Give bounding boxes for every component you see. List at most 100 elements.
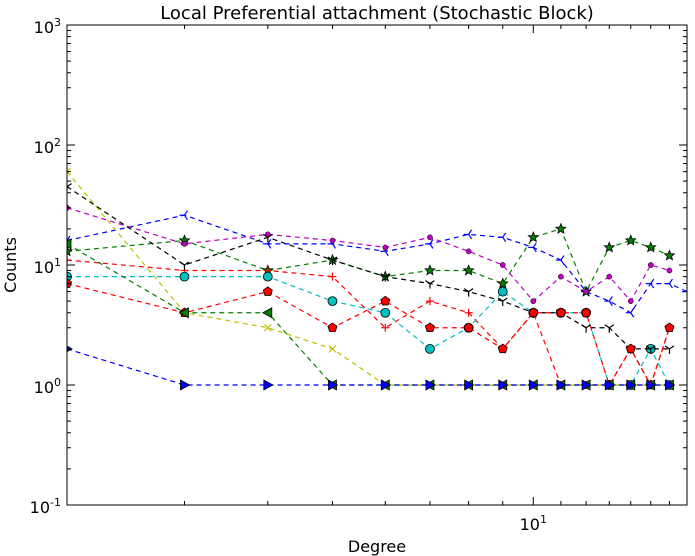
data-point-marker (424, 239, 434, 249)
data-point-marker (327, 296, 338, 307)
data-point-marker (425, 297, 434, 306)
data-point-marker (644, 241, 657, 253)
data-point-marker (558, 273, 564, 280)
data-point-marker (423, 264, 436, 276)
data-point-marker (262, 239, 272, 249)
data-point-marker (625, 343, 636, 354)
y-tick-label: 101 (34, 256, 61, 277)
y-tick-label: 100 (34, 376, 61, 397)
data-point-marker (327, 322, 338, 333)
plot-area-frame (66, 24, 688, 506)
data-point-marker (464, 379, 475, 391)
data-point-marker (583, 288, 589, 295)
data-point-marker (329, 237, 336, 244)
data-point-marker (645, 278, 655, 289)
data-point-marker (499, 262, 506, 268)
tick-labels: 10-1 100 101 102 103 101 (30, 16, 547, 534)
data-point-marker (528, 242, 537, 253)
data-point-marker (604, 296, 613, 306)
series-line (67, 214, 687, 314)
data-point-marker (427, 234, 433, 241)
data-point-marker (327, 256, 338, 266)
data-point-marker (528, 307, 539, 318)
data-point-marker (380, 307, 391, 318)
data-point-marker (382, 244, 389, 251)
data-point-marker (530, 298, 537, 304)
series-line (67, 228, 670, 294)
data-point-marker (67, 256, 71, 265)
data-point-marker (181, 241, 188, 247)
y-tick-label: 10-1 (30, 496, 61, 517)
series-group (67, 345, 676, 391)
data-point-marker (555, 255, 565, 265)
data-point-marker (627, 298, 634, 304)
data-point-marker (67, 238, 72, 250)
series-group (67, 210, 687, 318)
y-axis-label: Counts (1, 237, 20, 293)
data-point-marker (381, 323, 390, 332)
data-point-marker (425, 343, 435, 354)
data-point-marker (179, 210, 188, 221)
data-point-marker (665, 379, 676, 391)
data-point-marker (497, 343, 508, 354)
data-point-marker (606, 273, 613, 280)
data-point-marker (179, 261, 190, 270)
data-point-marker (180, 379, 191, 391)
data-point-marker (664, 278, 673, 289)
data-point-marker (328, 344, 337, 353)
data-point-marker (645, 345, 656, 354)
data-point-marker (554, 222, 567, 234)
data-point-marker (465, 248, 472, 255)
data-point-marker (497, 297, 508, 307)
data-point-marker (261, 307, 273, 319)
data-point-marker (425, 280, 435, 289)
data-point-marker (555, 307, 566, 318)
data-point-marker (462, 264, 475, 276)
data-point-marker (581, 307, 592, 318)
data-point-marker (581, 324, 591, 333)
data-point-marker (262, 286, 273, 296)
data-point-marker (424, 322, 435, 333)
data-point-marker (625, 307, 635, 318)
data-point-marker (604, 324, 615, 333)
data-point-marker (556, 379, 567, 391)
data-point-marker (663, 249, 676, 261)
data-point-marker (664, 345, 675, 354)
y-tick-label: 102 (34, 136, 61, 157)
data-point-marker (647, 262, 654, 268)
data-point-marker (528, 379, 540, 391)
y-tick-label: 103 (34, 16, 61, 37)
data-point-marker (380, 295, 391, 306)
data-point-marker (425, 379, 436, 391)
data-point-marker (262, 233, 273, 243)
data-point-marker (603, 241, 616, 253)
data-point-marker (380, 273, 391, 282)
data-point-marker (67, 245, 73, 257)
series-line (67, 207, 670, 303)
data-point-marker (497, 232, 507, 243)
data-point-marker (666, 267, 673, 274)
data-point-marker (646, 379, 657, 391)
data-point-marker (328, 272, 337, 281)
data-point-marker (178, 307, 189, 319)
data-point-marker (527, 231, 540, 243)
plot-series (67, 167, 687, 391)
data-point-marker (179, 271, 190, 282)
data-point-marker (67, 183, 72, 192)
data-point-marker (263, 379, 274, 391)
x-tick-label: 101 (520, 513, 547, 534)
data-point-marker (496, 277, 509, 289)
data-point-marker (498, 379, 509, 391)
data-point-marker (263, 323, 272, 332)
data-point-marker (464, 308, 473, 317)
data-point-marker (604, 379, 616, 391)
data-point-marker (624, 234, 637, 246)
data-point-marker (67, 167, 71, 176)
x-axis-label: Degree (348, 537, 406, 556)
data-point-marker (463, 288, 474, 297)
data-point-marker (664, 322, 675, 333)
data-point-marker (262, 271, 273, 282)
data-point-marker (463, 322, 474, 333)
